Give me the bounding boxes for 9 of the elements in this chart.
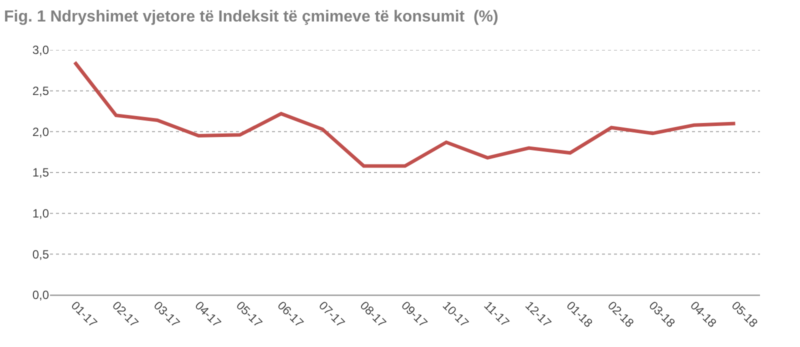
y-tick-label: 0,0 xyxy=(32,288,50,302)
y-tick-label: 3,0 xyxy=(32,43,50,58)
y-tick-label: 2,0 xyxy=(32,124,50,139)
y-tick-label: 2,5 xyxy=(32,84,50,98)
line-series xyxy=(73,60,737,168)
y-tick-label: 1,5 xyxy=(32,166,50,180)
chart-title: Fig. 1 Ndryshimet vjetore të Indeksit të çmimeve të konsumit (%) xyxy=(4,8,498,26)
y-tick-label: 0,5 xyxy=(32,247,50,262)
y-tick-label: 1,0 xyxy=(32,206,50,221)
